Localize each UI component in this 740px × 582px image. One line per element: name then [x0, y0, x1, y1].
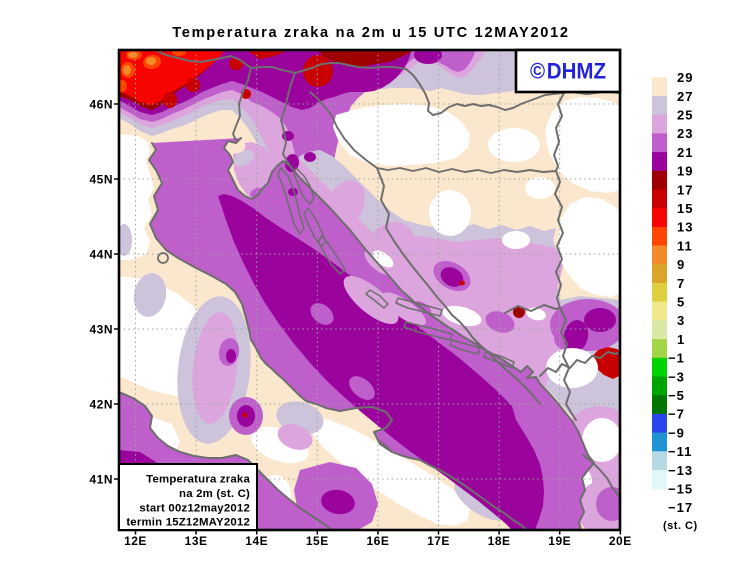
svg-text:44N: 44N	[89, 248, 113, 262]
svg-text:start 00z12may2012: start 00z12may2012	[139, 503, 250, 515]
svg-text:18E: 18E	[488, 534, 511, 548]
svg-text:−11: −11	[668, 444, 692, 459]
svg-text:19E: 19E	[548, 534, 571, 548]
svg-text:(st. C): (st. C)	[663, 520, 698, 532]
svg-text:13: 13	[677, 220, 693, 235]
svg-text:© DHMZ: © DHMZ	[530, 59, 606, 84]
svg-text:−5: −5	[668, 388, 685, 403]
svg-text:17: 17	[677, 182, 693, 197]
svg-text:45N: 45N	[89, 173, 113, 187]
svg-text:15: 15	[677, 201, 693, 216]
svg-text:25: 25	[677, 108, 693, 123]
svg-text:20E: 20E	[609, 534, 632, 548]
svg-text:12E: 12E	[124, 534, 147, 548]
svg-text:5: 5	[677, 295, 685, 310]
svg-text:9: 9	[677, 257, 685, 272]
svg-text:Temperatura zraka: Temperatura zraka	[146, 474, 250, 486]
svg-text:42N: 42N	[89, 398, 113, 412]
svg-text:23: 23	[677, 126, 693, 141]
svg-text:−13: −13	[668, 463, 693, 478]
svg-text:3: 3	[677, 313, 685, 328]
svg-text:17E: 17E	[427, 534, 450, 548]
svg-text:na 2m (st. C): na 2m (st. C)	[179, 488, 250, 500]
svg-text:termin 15Z12MAY2012: termin 15Z12MAY2012	[126, 517, 250, 529]
svg-text:16E: 16E	[366, 534, 389, 548]
svg-text:1: 1	[677, 332, 685, 347]
svg-text:13E: 13E	[185, 534, 208, 548]
svg-text:43N: 43N	[89, 323, 113, 337]
svg-text:Temperatura zraka na 2m u 15 U: Temperatura zraka na 2m u 15 UTC 12MAY20…	[172, 25, 569, 41]
svg-text:−17: −17	[668, 500, 693, 515]
svg-text:−9: −9	[668, 425, 685, 440]
svg-text:29: 29	[677, 70, 693, 85]
svg-text:15E: 15E	[306, 534, 329, 548]
svg-text:41N: 41N	[89, 473, 113, 487]
svg-text:−3: −3	[668, 369, 685, 384]
svg-text:−15: −15	[668, 482, 693, 497]
svg-text:−7: −7	[668, 407, 685, 422]
svg-text:27: 27	[677, 89, 693, 104]
svg-text:11: 11	[677, 238, 693, 253]
svg-text:7: 7	[677, 276, 685, 291]
svg-text:−1: −1	[668, 351, 685, 366]
svg-text:19: 19	[677, 164, 693, 179]
svg-text:21: 21	[677, 145, 693, 160]
svg-text:14E: 14E	[245, 534, 268, 548]
svg-text:46N: 46N	[89, 98, 113, 112]
